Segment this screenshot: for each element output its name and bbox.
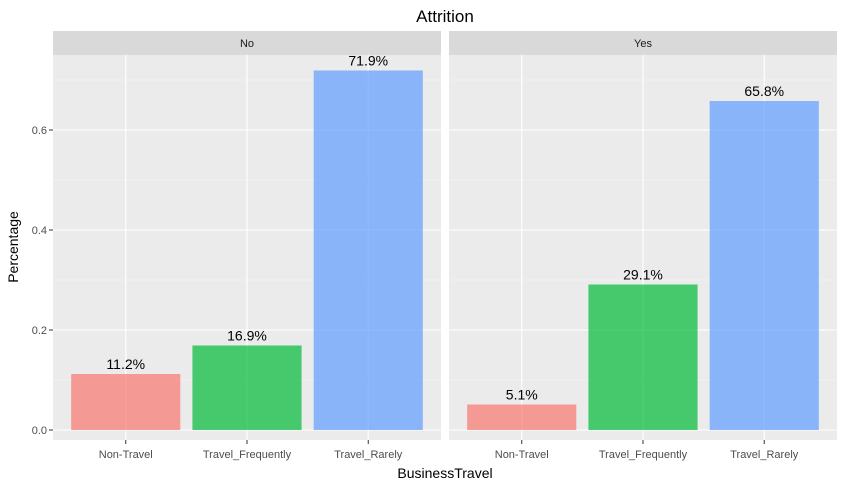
bar-value-label: 16.9% [227, 328, 267, 344]
facet-panel-no: No 11.2% Non-Travel 16.9% Travel_Frequently 7… [53, 31, 441, 461]
bar-value-label: 29.1% [623, 267, 663, 283]
bar-travel-frequently [588, 284, 698, 430]
bar-travel-frequently [192, 345, 302, 430]
facet-strip [53, 31, 441, 55]
x-tick-label: Non-Travel [99, 449, 153, 461]
facet-panel-yes: Yes 5.1% Non-Travel 29.1% Travel_Frequently 6… [449, 31, 837, 461]
bar-value-label: 71.9% [348, 53, 388, 69]
facet-strip-label: Yes [634, 38, 652, 50]
bar-non-travel [71, 374, 181, 430]
bar-value-label: 11.2% [106, 356, 145, 372]
bar-travel-rarely [709, 101, 819, 430]
y-tick-label: 0.4 [32, 225, 47, 237]
x-tick-label: Non-Travel [495, 449, 549, 461]
x-axis-title: BusinessTravel [397, 465, 492, 481]
bar-value-label: 65.8% [744, 83, 784, 99]
y-tick-label: 0.2 [32, 325, 47, 337]
bar-non-travel [467, 404, 577, 430]
x-tick-label: Travel_Rarely [334, 449, 403, 461]
x-tick-label: Travel_Frequently [203, 449, 292, 461]
bar-travel-rarely [313, 70, 423, 430]
chart-title: Attrition [416, 7, 474, 26]
bar-value-label: 5.1% [506, 387, 538, 403]
x-tick-label: Travel_Frequently [599, 449, 688, 461]
facet-strip [449, 31, 837, 55]
y-tick-label: 0.6 [32, 125, 47, 137]
y-tick-label: 0.0 [32, 425, 47, 437]
x-tick-label: Travel_Rarely [730, 449, 799, 461]
facet-strip-label: No [240, 38, 254, 50]
y-axis-title: Percentage [5, 211, 21, 283]
